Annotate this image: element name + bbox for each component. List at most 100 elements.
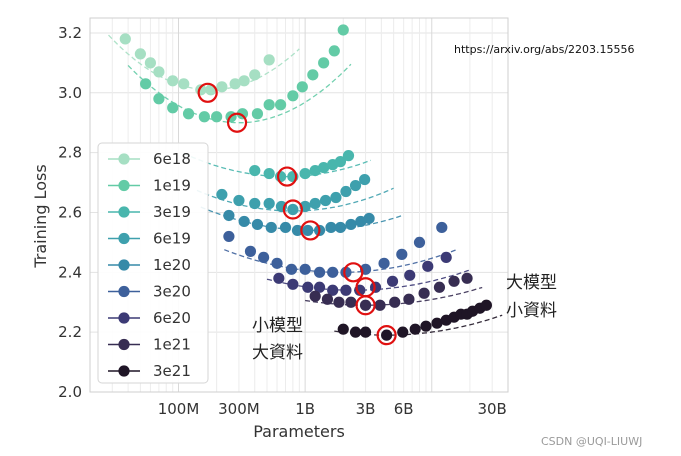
data-point-3e19: [299, 167, 311, 180]
optimum-marker: [276, 166, 298, 187]
data-point-3e20: [413, 236, 426, 248]
data-point-1e19: [182, 108, 195, 120]
data-point-3e20: [258, 251, 270, 263]
data-point-3e21: [349, 326, 362, 338]
optimum-marker: [376, 325, 397, 346]
data-point-6e19: [309, 197, 321, 210]
data-point-6e19: [330, 191, 342, 204]
data-point-1e21: [321, 293, 334, 305]
y-tick-label: 2.6: [58, 203, 82, 221]
optimum-marker: [343, 262, 364, 283]
x-axis-label: Parameters: [253, 422, 345, 441]
data-point-1e21: [374, 299, 386, 311]
data-point-3e19: [249, 164, 261, 177]
optimum-marker: [226, 112, 248, 133]
data-point-3e20: [340, 266, 352, 278]
optimum-marker: [300, 220, 321, 241]
data-point-3e20: [313, 266, 326, 278]
data-point-6e18: [229, 78, 241, 90]
optimum-marker: [197, 82, 218, 103]
data-point-3e20: [378, 257, 390, 269]
data-point-6e18: [153, 66, 165, 78]
data-point-3e19: [334, 156, 347, 168]
data-point-1e20: [265, 221, 277, 234]
legend-marker-3e20: [118, 285, 130, 298]
data-point-1e19: [263, 99, 275, 111]
y-tick-labels: 2.0 2.2 2.4 2.6 2.8 3.0 3.2: [58, 24, 82, 401]
data-point-6e20: [273, 272, 285, 284]
data-points: [119, 24, 492, 341]
data-point-1e20: [325, 221, 337, 234]
data-point-1e21: [333, 296, 345, 308]
data-point-6e20: [302, 281, 314, 293]
data-point-1e19: [287, 90, 299, 102]
legend-label-1e19: 1e19: [153, 177, 191, 195]
data-point-3e21: [359, 326, 372, 338]
data-point-3e19: [274, 170, 287, 183]
x-tick-label: 300M: [218, 400, 260, 418]
data-point-6e19: [287, 203, 299, 216]
legend-label-6e20: 6e20: [153, 309, 191, 327]
data-point-1e21: [403, 293, 415, 305]
data-point-1e19: [167, 102, 179, 114]
y-tick-label: 2.8: [58, 144, 82, 162]
legend-label-6e18: 6e18: [153, 150, 191, 168]
data-point-3e19: [342, 150, 355, 162]
annotation-small-data: 小資料: [506, 301, 557, 321]
data-point-1e19: [251, 108, 264, 120]
annotation-small-model: 小模型: [252, 316, 303, 336]
fit-curve-1e19: [127, 63, 352, 124]
data-point-3e20: [299, 263, 311, 275]
data-point-1e20: [251, 218, 264, 231]
data-point-6e20: [340, 284, 352, 296]
y-tick-label: 2.4: [58, 263, 82, 281]
plot-frame: [89, 17, 509, 393]
legend-label-3e19: 3e19: [153, 203, 191, 221]
optimum-marker: [355, 295, 376, 316]
data-point-6e18: [216, 81, 228, 93]
data-point-1e19: [198, 111, 210, 123]
watermark: CSDN @UQI-LIUWJ: [541, 435, 642, 448]
legend-marker-6e20: [118, 312, 130, 324]
y-tick-label: 3.2: [58, 24, 82, 42]
data-point-3e21: [337, 323, 349, 335]
data-point-6e20: [386, 275, 399, 287]
data-point-6e18: [263, 54, 275, 66]
data-point-6e19: [263, 197, 275, 210]
data-point-1e19: [153, 93, 165, 105]
data-point-3e21: [480, 299, 492, 311]
optimum-marker: [282, 199, 303, 220]
data-point-3e21: [409, 323, 421, 335]
data-point-3e20: [396, 248, 408, 260]
data-point-1e21: [389, 296, 401, 308]
data-point-6e18: [167, 75, 179, 87]
source-url: https://arxiv.org/abs/2203.15556: [454, 43, 635, 56]
x-tick-label: 3B: [356, 400, 376, 418]
y-tick-label: 2.0: [58, 383, 82, 401]
legend-label-3e21: 3e21: [153, 362, 191, 380]
legend-marker-1e21: [118, 338, 130, 351]
data-point-6e18: [119, 33, 131, 45]
x-tick-label: 100M: [158, 400, 200, 418]
data-point-6e20: [422, 260, 434, 272]
data-point-1e19: [318, 57, 330, 69]
data-point-3e20: [436, 221, 448, 234]
data-point-6e20: [287, 278, 299, 290]
data-point-1e20: [302, 224, 314, 237]
legend-label-3e20: 3e20: [153, 283, 191, 301]
data-point-3e21: [397, 326, 409, 338]
data-point-1e19: [140, 78, 152, 90]
data-point-6e20: [327, 284, 339, 296]
data-point-6e18: [249, 69, 261, 81]
data-point-6e20: [440, 251, 452, 263]
data-point-1e19: [337, 24, 349, 36]
legend-label-1e20: 1e20: [153, 256, 191, 274]
annotation-big-data: 大資料: [252, 343, 303, 363]
data-point-1e20: [238, 215, 250, 228]
annotation-big-model: 大模型: [506, 273, 557, 293]
data-point-6e18: [178, 78, 190, 90]
data-point-3e20: [223, 230, 235, 243]
data-point-1e19: [211, 111, 223, 123]
x-tick-label: 30B: [477, 400, 506, 418]
data-point-3e21: [420, 320, 432, 332]
